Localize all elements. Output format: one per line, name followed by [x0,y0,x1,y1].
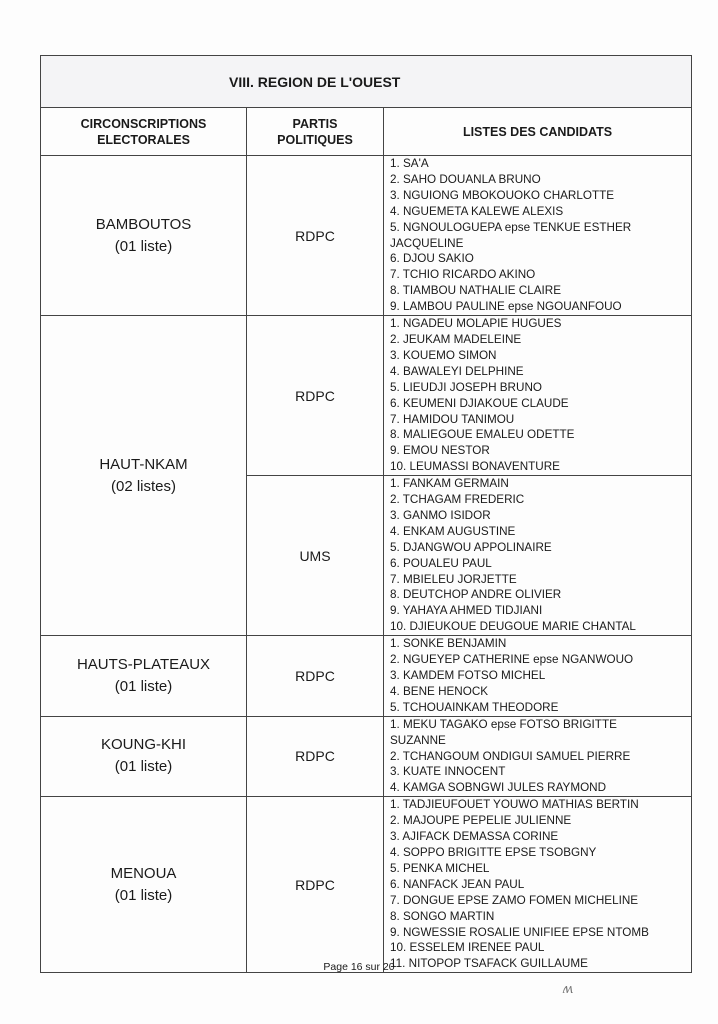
candidate-list: 1. MEKU TAGAKO epse FOTSO BRIGITTE SUZANN… [383,715,692,798]
constituency-name: MENOUA [110,864,177,882]
candidate-item: 4. SOPPO BRIGITTE EPSE TSOBGNY [390,845,597,859]
candidate-item: 2. MAJOUPE PEPELIE JULIENNE [390,814,572,828]
candidate-item: 3. KUATE INNOCENT [390,765,506,779]
page-number: Page 16 sur 20 [323,961,395,973]
table-row: UMS 1. FANKAM GERMAIN 2. TCHAGAM FREDERIC 3… [41,475,692,637]
candidates-table: VIII. REGION DE L'OUEST CIRCONSCRIPTIONS… [40,55,692,974]
candidate-item: 4. BAWALEYI DELPHINE [390,364,524,378]
candidate-item: 3. KOUEMO SIMON [390,348,497,362]
candidate-item: 2. TCHANGOUM ONDIGUI SAMUEL PIERRE [390,749,631,763]
candidate-item: 7. TCHIO RICARDO AKINO [390,268,536,282]
constituency-name: HAUTS-PLATEAUX [76,655,211,673]
candidate-item: 10. ESSELEM IRENEE PAUL [390,941,545,955]
candidate-item: 4. NGUEMETA KALEWE ALEXIS [390,204,564,218]
region-title: VIII. REGION DE L'OUEST [40,55,692,108]
candidate-item: 2. SAHO DOUANLA BRUNO [390,172,541,186]
table-row: BAMBOUTOS (01 liste) RDPC 1. SA'A 2. SAHO DO… [40,154,692,317]
candidate-item: 8. TIAMBOU NATHALIE CLAIRE [390,284,562,298]
constituency-name: HAUT-NKAM [99,455,188,473]
candidate-item: SUZANNE [390,733,446,747]
candidate-item: 4. BENE HENOCK [390,684,489,698]
candidate-item: 9. LAMBOU PAULINE epse NGOUANFOUO [390,300,622,314]
candidate-item: 5. LIEUDJI JOSEPH BRUNO [390,380,542,394]
constituency-cell: HAUTS-PLATEAUX (01 liste) [40,635,247,717]
candidate-item: 4. KAMGA SOBNGWI JULES RAYMOND [390,781,607,795]
candidate-item: 7. DONGUE EPSE ZAMO FOMEN MICHELINE [390,893,639,907]
party-cell: UMS [246,475,384,637]
handwritten-initials: ʍ [562,982,574,997]
candidate-item: 1. SONKE BENJAMIN [390,637,507,651]
candidate-item: 2. JEUKAM MADELEINE [390,332,522,346]
candidate-item: JACQUELINE [390,236,464,250]
party-cell: RDPC [246,635,384,717]
table-body: BAMBOUTOS (01 liste) RDPC 1. SA'A 2. SAHO DO… [40,154,692,974]
candidate-list: 1. SONKE BENJAMIN 2. NGUEYEP CATHERINE ep… [383,635,692,717]
candidate-item: 6. POUALEU PAUL [390,556,492,570]
candidate-item: 9. EMOU NESTOR [390,444,490,458]
candidate-list: 1. FANKAM GERMAIN 2. TCHAGAM FREDERIC 3. G… [383,475,692,637]
candidate-item: 1. FANKAM GERMAIN [390,477,509,491]
candidate-item: 3. AJIFACK DEMASSA CORINE [390,830,559,844]
candidate-list: 1. SA'A 2. SAHO DOUANLA BRUNO 3. NGUIONG M… [383,154,692,317]
list-count: (01 liste) [114,758,173,776]
candidate-item: 10. DJIEUKOUE DEUGOUE MARIE CHANTAL [390,620,636,634]
candidate-item: 2. TCHAGAM FREDERIC [390,493,525,507]
header-circonscriptions: CIRCONSCRIPTIONS ELECTORALES [40,107,247,156]
party-cell: RDPC [246,154,384,317]
list-count: (02 listes) [110,477,177,495]
candidate-item: 9. NGWESSIE ROSALIE UNIFIEE EPSE NTOMB [390,925,649,939]
candidate-item: 3. GANMO ISIDOR [390,508,491,522]
candidate-item: 1. TADJIEUFOUET YOUWO MATHIAS BERTIN [390,798,639,812]
candidate-item: 5. DJANGWOU APPOLINAIRE [390,540,552,554]
candidate-list: 1. TADJIEUFOUET YOUWO MATHIAS BERTIN 2. M… [383,796,692,974]
candidate-item: 1. SA'A [390,157,429,170]
candidate-item: 7. HAMIDOU TANIMOU [390,412,515,426]
candidate-list: 1. NGADEU MOLAPIE HUGUES 2. JEUKAM MADELE… [383,315,692,477]
candidate-item: 7. MBIELEU JORJETTE [390,572,517,586]
candidate-item: 8. MALIEGOUE EMALEU ODETTE [390,428,575,442]
candidate-item: 10. LEUMASSI BONAVENTURE [390,460,560,474]
candidate-item: 5. PENKA MICHEL [390,861,490,875]
list-count: (01 liste) [114,886,173,904]
party-cell: RDPC [246,715,384,798]
candidate-item: 1. MEKU TAGAKO epse FOTSO BRIGITTE [390,717,617,731]
candidate-item: 8. DEUTCHOP ANDRE OLIVIER [390,588,562,602]
candidate-item: 6. NANFACK JEAN PAUL [390,877,525,891]
candidate-item: 1. NGADEU MOLAPIE HUGUES [390,317,562,331]
candidate-item: 2. NGUEYEP CATHERINE epse NGANWOUO [390,653,634,667]
constituency-name: BAMBOUTOS [95,215,192,233]
constituency-cell: BAMBOUTOS (01 liste) [40,154,247,317]
candidate-item: 4. ENKAM AUGUSTINE [390,524,516,538]
constituency-cell: MENOUA (01 liste) [40,796,247,974]
party-cell: RDPC [246,315,384,477]
candidate-item: 6. KEUMENI DJIAKOUE CLAUDE [390,396,569,410]
header-listes: LISTES DES CANDIDATS [383,107,692,156]
table-row: KOUNG-KHI (01 liste) RDPC 1. MEKU TAGAKO ep… [40,715,692,798]
constituency-cell: KOUNG-KHI (01 liste) [40,715,247,798]
candidate-item: 8. SONGO MARTIN [390,909,495,923]
table-row: HAUTS-PLATEAUX (01 liste) RDPC 1. SONKE BEN… [40,635,692,717]
table-row: MENOUA (01 liste) RDPC 1. TADJIEUFOUET YOUW… [40,796,692,974]
candidate-item: 9. YAHAYA AHMED TIDJIANI [390,604,543,618]
list-count: (01 liste) [114,237,173,255]
candidate-item: 5. NGNOULOGUEPA epse TENKUE ESTHER [390,220,632,234]
candidate-item: 3. NGUIONG MBOKOUOKO CHARLOTTE [390,188,615,202]
candidate-item: 11. NITOPOP TSAFACK GUILLAUME [390,957,588,971]
header-partis: PARTIS POLITIQUES [246,107,384,156]
candidate-item: 3. KAMDEM FOTSO MICHEL [390,669,546,682]
constituency-name: KOUNG-KHI [100,736,186,754]
candidate-item: 6. DJOU SAKIO [390,252,474,266]
table-row: HAUT-NKAM (02 listes) RDPC 1. NGADEU MOLAPI… [40,315,692,637]
party-cell: RDPC [246,796,384,974]
constituency-cell: HAUT-NKAM (02 listes) [40,315,247,637]
candidate-item: 5. TCHOUAINKAM THEODORE [390,700,559,714]
list-count: (01 liste) [114,677,173,695]
